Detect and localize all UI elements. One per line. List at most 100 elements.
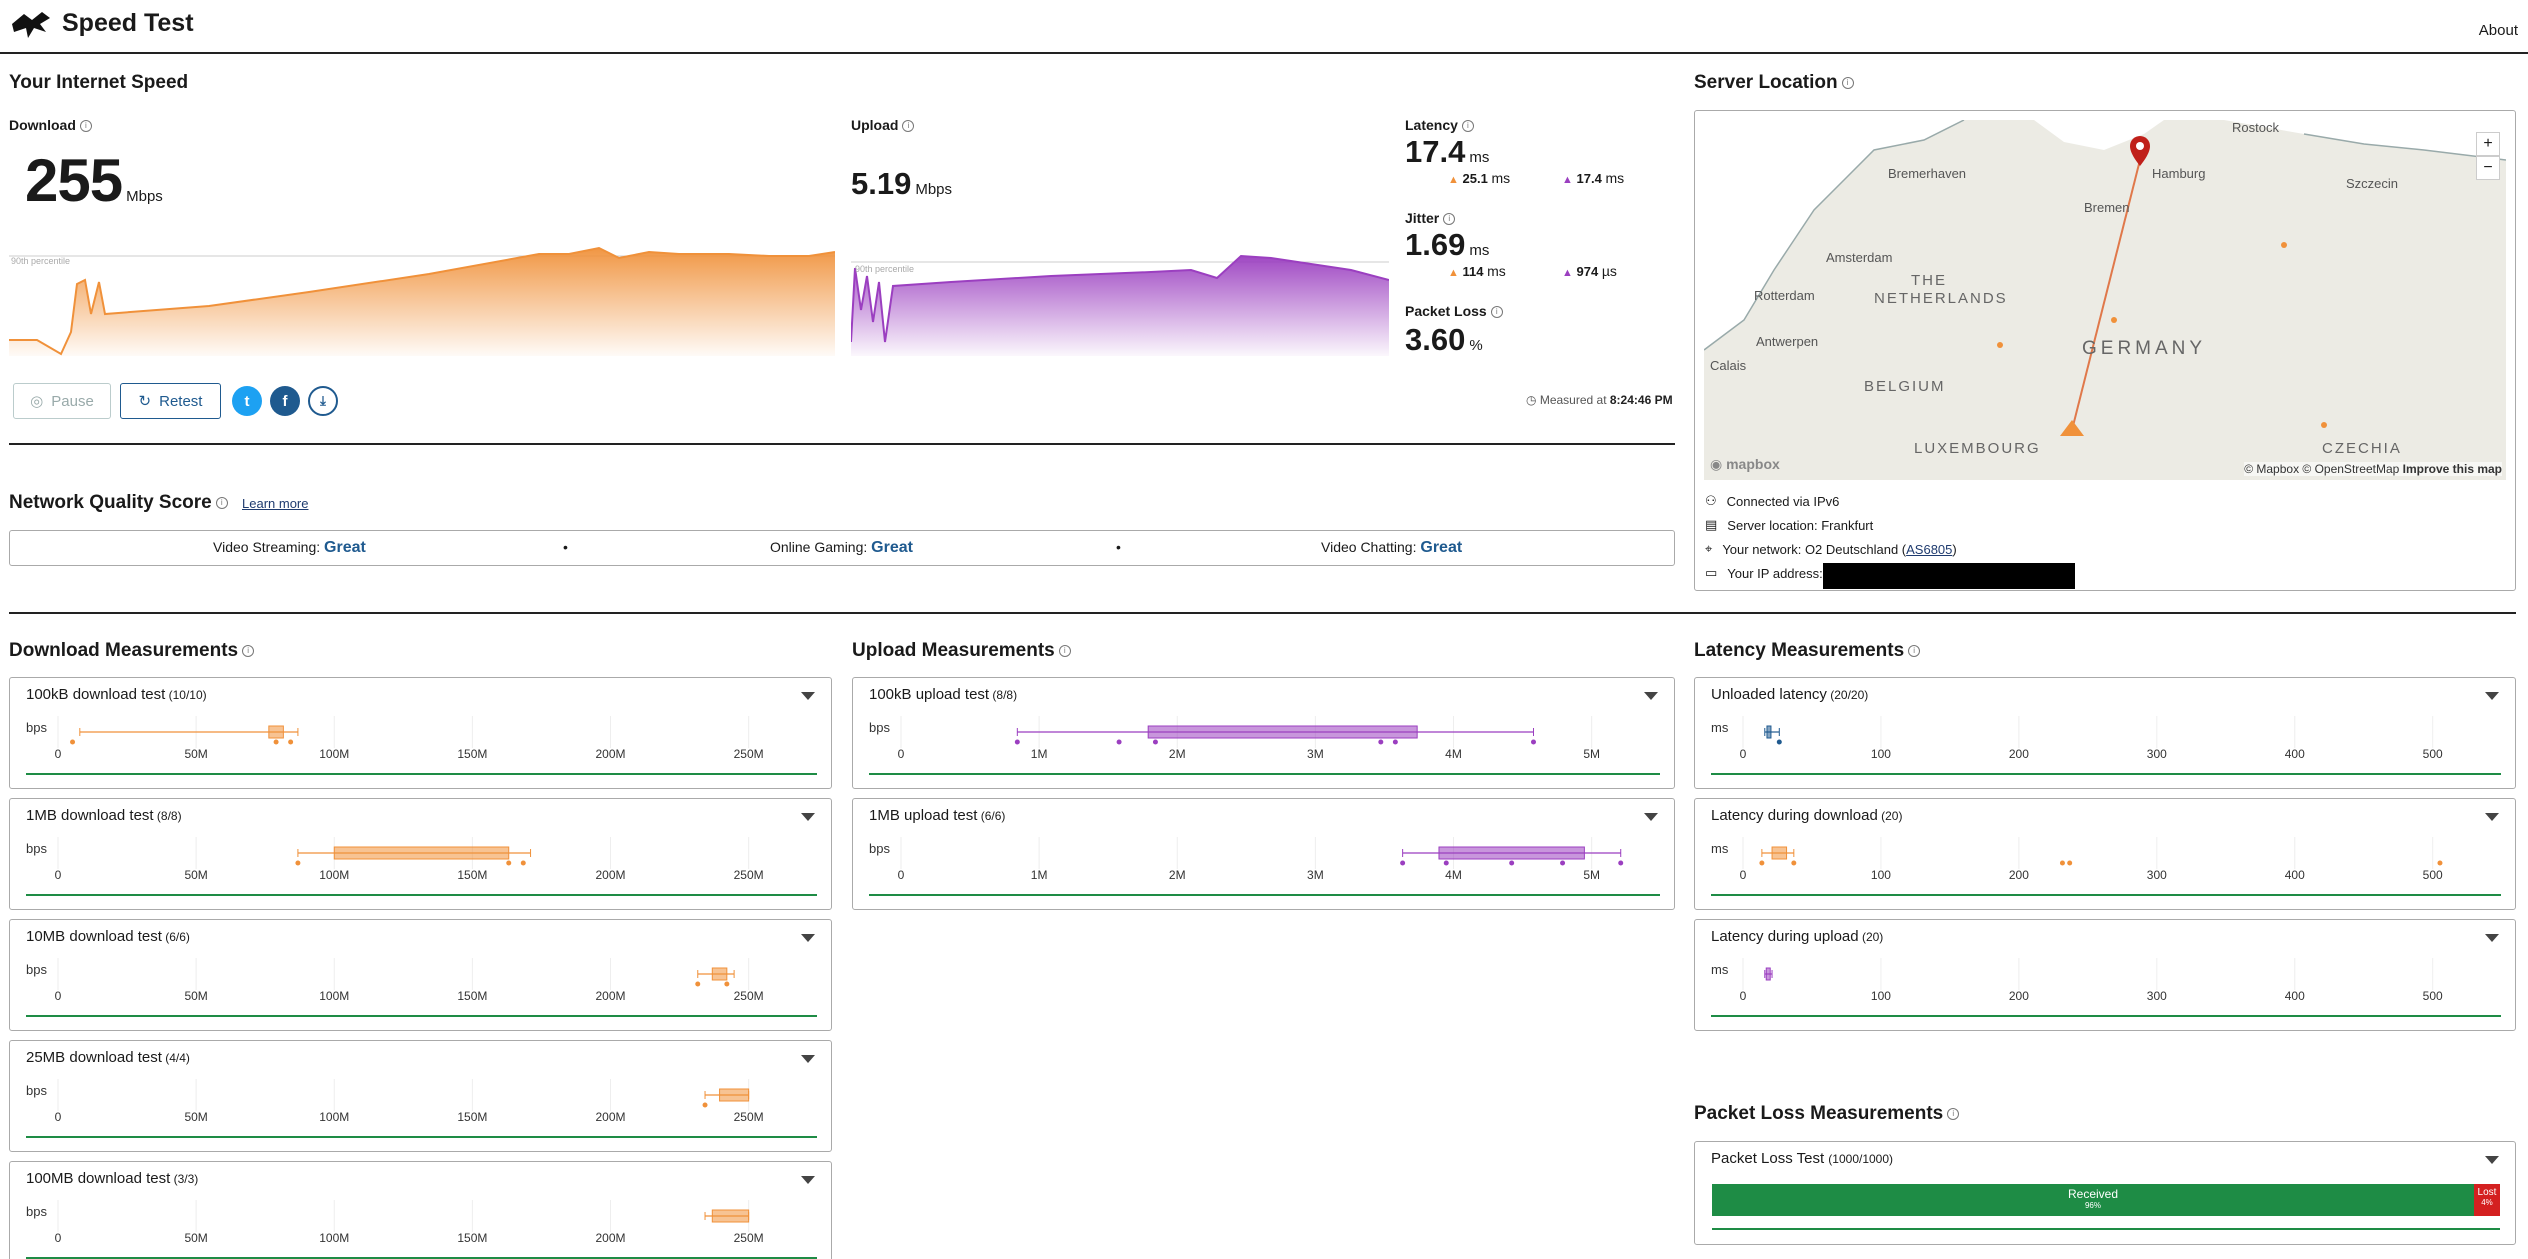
tick-label: 100 [1871,868,1891,882]
axis-unit-label: ms [1711,720,1729,735]
map-city: Calais [1710,358,1747,373]
tick-label: 150M [457,1231,487,1245]
twitter-share-button[interactable]: t [232,386,262,416]
measurement-card-title: 25MB download test (4/4) [26,1049,190,1066]
retest-button[interactable]: ↻ Retest [120,383,221,419]
chevron-down-icon[interactable] [801,692,815,700]
tick-label: 4M [1445,868,1462,882]
tick-label: 150M [457,868,487,882]
tick-label: 400 [2285,747,2305,761]
download-results-button[interactable]: ⤓ [308,386,338,416]
map-country: BELGIUM [1864,378,1946,395]
chevron-down-icon[interactable] [2485,692,2499,700]
map-city: Bremerhaven [1888,166,1967,181]
mapbox-icon: ◉ [1710,456,1723,472]
chevron-down-icon[interactable] [801,1055,815,1063]
axis-unit-label: ms [1711,962,1729,977]
measurement-card[interactable]: 100kB download test (10/10) bps 0 50M 100M 15… [9,677,832,789]
tick-label: 50M [184,989,207,1003]
measurement-card[interactable]: 100kB upload test (8/8) bps 0 1M 2M 3M 4M 5M [852,677,1675,789]
outlier-point [1378,739,1384,745]
nqs-separator: • [1116,539,1121,555]
tick-label: 0 [898,868,905,882]
axis-unit-label: bps [26,720,47,735]
connected-via: ⚇ Connected via IPv6 [1705,493,1840,509]
tick-label: 5M [1583,747,1600,761]
outlier-point [288,739,294,745]
measurement-card[interactable]: 25MB download test (4/4) bps 0 50M 100M 150M 2… [9,1040,832,1152]
upload-percentile-label: 90th percentile [855,264,915,274]
chevron-down-icon[interactable] [801,934,815,942]
box-plot: ms 0 100 200 300 400 500 [1711,716,2501,775]
ip-address-line: ▭ Your IP address: [1705,565,1823,581]
tick-label: 200M [596,1231,626,1245]
measurement-card[interactable]: 100MB download test (3/3) bps 0 50M 100M 150M… [9,1161,832,1259]
iqr-box [1438,846,1585,860]
axis-unit-label: bps [26,962,47,977]
download-chart [9,246,835,356]
iqr-box [333,846,510,860]
about-link[interactable]: About [2478,22,2518,39]
map-city: Antwerpen [1756,334,1819,349]
location-pin-icon: ⌖ [1705,541,1713,556]
latency-upload: ▲ 17.4 ms [1562,170,1625,186]
map-country: CZECHIA [2322,440,2402,457]
chevron-down-icon[interactable] [801,1176,815,1184]
nqs-online-gaming: Online Gaming: Great [770,539,913,556]
measurement-card[interactable]: 1MB upload test (6/6) bps 0 1M 2M 3M 4M 5M [852,798,1675,910]
measurement-card-title: 10MB download test (6/6) [26,928,190,945]
tick-label: 200 [2009,868,2029,882]
map-city: Bremen [2084,200,2130,215]
nqs-title: Network Quality Score i [9,492,228,514]
box-plot: bps 0 50M 100M 150M 200M 250M [26,958,817,1017]
outlier-point [1392,739,1398,745]
app-title: Speed Test [62,9,194,37]
network-icon: ⚇ [1705,493,1717,508]
chevron-down-icon[interactable] [1644,692,1658,700]
chevron-down-icon[interactable] [2485,934,2499,942]
tick-label: 500 [2423,989,2443,1003]
download-measurements-title: Download Measurements i [9,640,255,662]
as-link[interactable]: AS6805 [1906,541,1953,557]
chevron-down-icon[interactable] [2485,1156,2499,1164]
packet-loss-label: Packet Loss i [1405,303,1503,319]
clock-icon: ◷ [1526,393,1537,407]
improve-map-link[interactable]: Improve this map [2402,462,2502,476]
zoom-in-button[interactable]: + [2476,132,2500,156]
map-country: LUXEMBOURG [1914,440,2041,457]
tick-label: 100M [319,747,349,761]
box-plot: ms 0 100 200 300 400 500 [1711,837,2501,896]
outlier-point [273,739,279,745]
zoom-out-button[interactable]: − [2476,156,2500,180]
measurement-card[interactable]: Unloaded latency (20/20) ms 0 100 200 300 400 5… [1694,677,2516,789]
tick-label: 200M [596,1110,626,1124]
measurement-card[interactable]: 10MB download test (6/6) bps 0 50M 100M 150M 2… [9,919,832,1031]
tick-label: 0 [1740,747,1747,761]
tick-label: 1M [1031,747,1048,761]
tick-label: 4M [1445,747,1462,761]
tick-label: 0 [1740,989,1747,1003]
outlier-point [2067,860,2073,866]
iqr-box [719,1088,750,1102]
tick-label: 250M [734,1231,764,1245]
learn-more-link[interactable]: Learn more [242,496,309,511]
tick-label: 100M [319,989,349,1003]
tick-label: 400 [2285,989,2305,1003]
outlier-point [1530,739,1536,745]
packet-loss-card[interactable]: Packet Loss Test (1000/1000) Received 96… [1694,1141,2516,1245]
latency-download: ▲ 25.1 ms [1448,170,1511,186]
measurement-card[interactable]: 1MB download test (8/8) bps 0 50M 100M 150M 20… [9,798,832,910]
chevron-down-icon[interactable] [1644,813,1658,821]
outlier-point [724,981,730,987]
measurement-card[interactable]: Latency during download (20) ms 0 100 200 300… [1694,798,2516,910]
measurement-card-title: 100kB upload test (8/8) [869,686,1018,703]
pause-button[interactable]: ◎ Pause [13,383,111,419]
chevron-down-icon[interactable] [2485,813,2499,821]
tick-label: 3M [1307,868,1324,882]
iqr-box [1765,967,1771,981]
server-map[interactable]: Rostock Bremerhaven Hamburg Szczecin Bre… [1704,120,2506,480]
facebook-share-button[interactable]: f [270,386,300,416]
measurement-card[interactable]: Latency during upload (20) ms 0 100 200 300 40… [1694,919,2516,1031]
upload-measurements-title: Upload Measurements i [852,640,1071,662]
chevron-down-icon[interactable] [801,813,815,821]
